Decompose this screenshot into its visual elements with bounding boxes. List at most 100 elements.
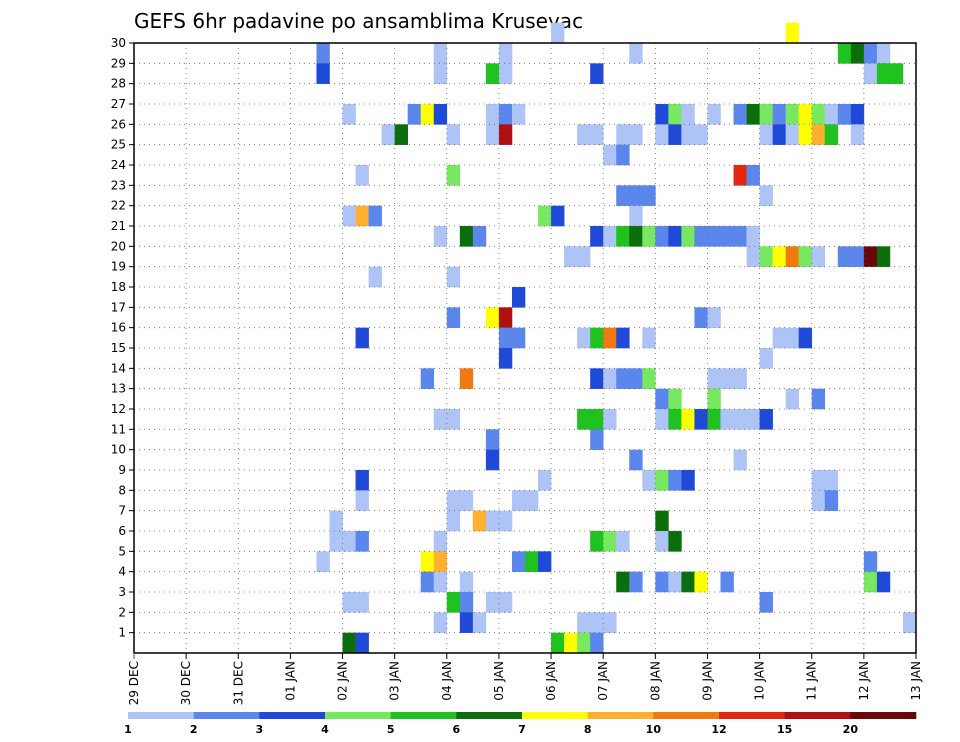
heatmap-cell — [746, 104, 760, 125]
heatmap-cell — [316, 63, 330, 84]
colorbar-label: 4 — [321, 723, 329, 736]
heatmap-cell — [459, 226, 474, 247]
colorbar-label: 7 — [518, 723, 526, 736]
heatmap-cell — [629, 124, 643, 145]
chart-title: GEFS 6hr padavine po ansamblima Krusevac — [134, 9, 583, 33]
heatmap-cell — [329, 510, 343, 532]
heatmap-cell — [342, 205, 356, 227]
heatmap-cell — [902, 612, 917, 633]
heatmap-cell — [446, 490, 461, 511]
heatmap-cell — [811, 490, 826, 511]
heatmap-cell — [733, 104, 747, 125]
y-tick-label: 30 — [111, 36, 126, 50]
heatmap-cell — [811, 104, 826, 125]
colorbar-swatch — [390, 712, 457, 719]
heatmap-cell — [498, 63, 513, 84]
heatmap-cell — [681, 470, 695, 491]
heatmap-cell — [603, 612, 617, 633]
heatmap-cell — [798, 124, 813, 145]
heatmap-cell — [355, 327, 369, 349]
heatmap-cell — [694, 307, 708, 328]
x-tick-label: 06 JAN — [544, 661, 558, 701]
heatmap-cell — [590, 124, 604, 145]
heatmap-cell — [824, 104, 839, 125]
x-axis: 29 DEC 30 DEC 31 DEC 01 JAN 02 JAN 03 JAN 04 J… — [127, 653, 923, 705]
heatmap-cell — [616, 124, 630, 145]
y-tick-label: 19 — [111, 260, 126, 274]
y-tick-label: 17 — [111, 300, 126, 314]
y-tick-label: 1 — [118, 626, 126, 640]
y-tick-label: 26 — [111, 117, 126, 131]
colorbar-swatch — [193, 712, 260, 719]
heatmap-cell — [525, 551, 539, 572]
heatmap-cell — [498, 104, 513, 125]
heatmap-cell — [616, 368, 630, 389]
heatmap-cell — [759, 185, 773, 206]
x-tick-label: 09 JAN — [700, 661, 714, 701]
heatmap-cell — [590, 612, 604, 633]
heatmap-cell — [798, 327, 813, 349]
heatmap-cell — [551, 632, 565, 654]
colorbar-swatch — [653, 712, 720, 719]
heatmap-cell — [642, 470, 656, 491]
heatmap-cell — [759, 124, 773, 145]
y-tick-label: 16 — [111, 321, 126, 335]
heatmap-cell — [850, 104, 865, 125]
heatmap-cell — [368, 205, 382, 227]
x-tick-label: 05 JAN — [492, 661, 506, 701]
colorbar-swatch — [784, 712, 851, 719]
heatmap-cell — [603, 409, 617, 430]
y-tick-label: 14 — [111, 361, 126, 375]
heatmap-cell — [655, 409, 669, 430]
heatmap-cell — [590, 368, 604, 389]
colorbar-swatch — [587, 712, 654, 719]
heatmap-cell — [629, 185, 643, 206]
heatmap-cell — [342, 104, 356, 125]
heatmap-cell — [485, 307, 500, 328]
y-tick-label: 2 — [118, 605, 126, 619]
heatmap-cell — [342, 592, 356, 613]
y-tick-label: 21 — [111, 219, 126, 233]
heatmap-cell — [655, 124, 669, 145]
heatmap-cell — [616, 531, 630, 552]
heatmap-cell — [355, 490, 369, 511]
heatmap-cell — [511, 104, 526, 125]
x-tick-label: 12 JAN — [857, 661, 871, 701]
heatmap-cell — [668, 124, 682, 145]
y-tick-label: 28 — [111, 77, 126, 91]
heatmap-cell — [590, 226, 604, 247]
heatmap-cell — [629, 205, 643, 227]
heatmap-cells — [316, 22, 917, 654]
heatmap-cell — [785, 246, 799, 267]
heatmap-cell — [668, 531, 682, 552]
heatmap-cell — [590, 409, 604, 430]
heatmap-cell — [538, 551, 552, 572]
colorbar-label: 15 — [777, 723, 792, 736]
heatmap-cell — [681, 409, 695, 430]
heatmap-cell — [863, 551, 878, 572]
heatmap-cell — [525, 490, 539, 511]
heatmap-cell — [459, 490, 474, 511]
heatmap-cell — [355, 205, 369, 227]
x-tick-label: 04 JAN — [440, 661, 454, 701]
heatmap-cell — [577, 612, 591, 633]
heatmap-cell — [772, 124, 786, 145]
x-tick-label: 30 DEC — [179, 661, 193, 705]
heatmap-cell — [538, 205, 552, 227]
heatmap-cell — [720, 571, 734, 593]
y-tick-label: 15 — [111, 341, 126, 355]
heatmap-cell — [420, 368, 435, 389]
heatmap-cell — [603, 327, 617, 349]
colorbar-label: 20 — [843, 723, 859, 736]
heatmap-cell — [837, 104, 852, 125]
y-tick-label: 13 — [111, 382, 126, 396]
grid-lines — [133, 42, 917, 653]
heatmap-cell — [485, 510, 500, 532]
heatmap-cell — [798, 104, 813, 125]
y-tick-label: 23 — [111, 178, 126, 192]
heatmap-cell — [707, 307, 721, 328]
y-tick-label: 8 — [118, 483, 126, 497]
heatmap-cell — [681, 124, 695, 145]
heatmap-cell — [577, 246, 591, 267]
heatmap-cell — [603, 368, 617, 389]
